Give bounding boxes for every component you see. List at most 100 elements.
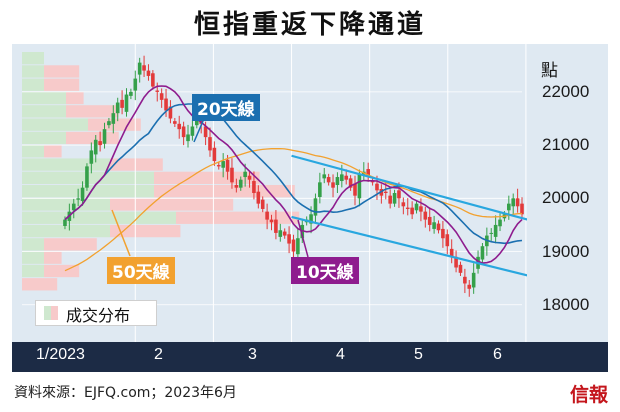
candle-body	[85, 166, 89, 188]
chart-title: 恒指重返下降通道	[193, 10, 426, 40]
candle-body	[102, 129, 107, 144]
candle-body	[111, 113, 116, 124]
x-axis-band	[12, 342, 608, 372]
channel-upper-line	[291, 154, 528, 221]
candle-body	[520, 203, 524, 215]
profile-bar-up	[22, 105, 66, 118]
candle-body	[388, 195, 392, 204]
chart-svg	[12, 44, 608, 372]
profile-bar-down	[44, 78, 80, 91]
candle-body	[71, 203, 76, 211]
profile-bar-down	[66, 105, 119, 118]
candle-body	[515, 198, 520, 207]
profile-bar-up	[22, 131, 66, 145]
candle-body	[480, 246, 485, 260]
candle-body	[419, 206, 423, 212]
ma10-callout: 10天線	[291, 257, 359, 284]
candle-body	[392, 193, 397, 204]
brand-logo: 信報	[569, 384, 608, 406]
candle-body	[159, 93, 164, 100]
candle-body	[173, 121, 177, 124]
candle-body	[489, 232, 494, 234]
x-tick-label: 6	[493, 346, 502, 363]
x-tick-label: 1/2023	[36, 346, 85, 363]
profile-bar-down	[110, 158, 163, 171]
candle-body	[177, 123, 182, 130]
candle-body	[203, 126, 208, 138]
candle-body	[265, 211, 269, 220]
candle-body	[458, 264, 463, 273]
ma20-callout: 20天線	[192, 94, 260, 121]
candle-body	[269, 219, 274, 223]
profile-bar-up	[22, 65, 44, 78]
candle-body	[93, 139, 98, 155]
candle-body	[427, 216, 432, 225]
candle-body	[397, 190, 401, 199]
x-tick-label: 5	[414, 346, 423, 363]
source-note: 資料來源：EJFQ.com；2023年6月	[14, 385, 237, 401]
candle-body	[401, 202, 406, 207]
candle-body	[142, 65, 146, 71]
candle-body	[353, 183, 357, 196]
profile-bar-down	[176, 211, 300, 224]
y-axis-unit: 點	[541, 61, 558, 80]
legend-swatch-icon	[51, 306, 58, 320]
candle-body	[243, 171, 247, 178]
profile-bar-down	[44, 145, 62, 158]
profile-bar-down	[44, 238, 97, 251]
candle-body	[326, 177, 331, 183]
candle-body	[107, 121, 111, 126]
profile-bar-up	[22, 224, 110, 238]
profile-bar-down	[66, 91, 84, 105]
candle-body	[340, 174, 344, 182]
y-tick-label: 18000	[542, 294, 590, 314]
candle-body	[247, 175, 252, 180]
y-tick-label: 21000	[542, 135, 590, 155]
candle-body	[234, 185, 239, 188]
candle-body	[195, 118, 199, 126]
candle-body	[155, 90, 160, 92]
candle-body	[120, 99, 124, 108]
candle-body	[208, 137, 212, 151]
candle-body	[432, 222, 436, 229]
legend: 成交分布	[35, 300, 157, 326]
candle-body	[463, 276, 467, 284]
profile-bar-up	[22, 264, 44, 278]
candle-body	[146, 70, 151, 76]
profile-bar-down	[22, 278, 58, 291]
candle-body	[370, 181, 375, 183]
profile-bar-down	[110, 198, 234, 211]
profile-bar-up	[22, 145, 44, 158]
candle-body	[449, 248, 454, 257]
candle-body	[309, 214, 313, 224]
candle-body	[445, 234, 450, 247]
candle-body	[335, 177, 340, 186]
candle-body	[511, 198, 516, 207]
profile-bar-up	[22, 91, 66, 105]
ma10-leader	[297, 219, 309, 258]
y-axis-band	[527, 44, 608, 342]
candle-body	[225, 159, 230, 172]
profile-bar-up	[22, 78, 44, 91]
candle-body	[357, 174, 362, 199]
x-tick-label: 3	[248, 346, 257, 363]
profile-bar-up	[22, 118, 88, 131]
candle-body	[80, 187, 85, 201]
candle-body	[278, 230, 283, 237]
candlesticks	[63, 55, 524, 297]
ma50-callout: 50天線	[107, 257, 175, 284]
candle-body	[471, 272, 476, 288]
candle-body	[260, 199, 265, 209]
candle-body	[230, 167, 234, 183]
profile-bar-down	[44, 251, 62, 264]
candle-body	[181, 126, 186, 138]
candle-body	[436, 223, 441, 231]
candle-body	[168, 106, 173, 119]
profile-bar-up	[22, 185, 154, 198]
candle-body	[423, 211, 428, 220]
profile-bar-up	[22, 51, 44, 65]
y-tick-label: 20000	[542, 188, 590, 208]
candle-body	[164, 98, 168, 111]
candle-body	[348, 178, 353, 188]
candle-body	[383, 191, 388, 193]
